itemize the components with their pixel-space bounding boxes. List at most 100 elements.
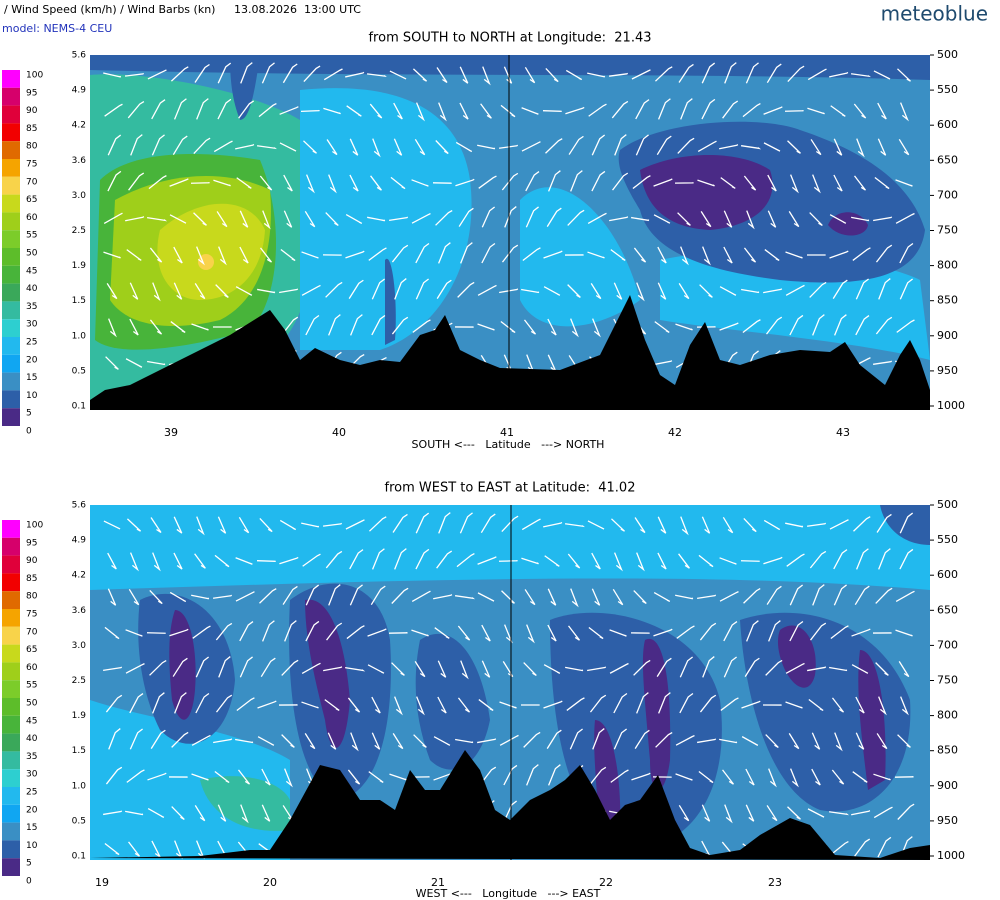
wind-barb	[125, 358, 143, 368]
wind-barb	[789, 584, 804, 606]
wind-barb	[301, 522, 320, 528]
wind-barb	[678, 804, 690, 822]
wind-barb	[614, 134, 627, 156]
wind-barb	[394, 548, 407, 570]
wind-barb	[128, 172, 145, 191]
wind-barb	[812, 174, 821, 194]
height-label: 5.6	[72, 51, 87, 61]
wind-barb	[433, 594, 453, 600]
wind-barb	[107, 134, 122, 156]
wind-barb	[545, 138, 563, 154]
wind-barb	[124, 72, 145, 77]
wind-barb	[301, 251, 319, 259]
wind-barb	[481, 206, 496, 228]
legend-swatch	[2, 319, 20, 337]
wind-barb	[152, 692, 165, 714]
wind-barb	[567, 553, 581, 569]
legend-swatch	[2, 141, 20, 159]
wind-barb	[194, 805, 206, 822]
wind-barb	[126, 769, 145, 783]
wind-barb	[239, 246, 249, 264]
wind-barb	[194, 553, 206, 569]
wind-barb	[149, 319, 163, 335]
x-label: 43	[836, 426, 850, 439]
wind-barb	[808, 699, 824, 712]
wind-barb	[592, 728, 605, 750]
wind-barb	[503, 764, 518, 786]
speed-contour	[90, 55, 930, 80]
wind-barb	[348, 279, 364, 299]
wind-barb	[612, 172, 629, 191]
wind-barb	[213, 738, 233, 744]
wind-barb	[105, 694, 123, 713]
wind-barb	[657, 516, 667, 534]
wind-barb	[653, 591, 671, 603]
wind-barb	[235, 286, 253, 296]
legend-swatch	[2, 70, 20, 88]
wind-barb	[173, 516, 183, 534]
wind-barb	[722, 100, 739, 119]
wind-barb	[785, 701, 803, 709]
wind-barb	[212, 594, 233, 599]
wind-barb	[809, 212, 823, 226]
wind-barb	[350, 314, 363, 336]
wind-barb	[523, 731, 541, 748]
wind-barb	[368, 771, 384, 783]
wind-barb	[326, 139, 338, 156]
height-label: 4.2	[72, 571, 86, 581]
legend-label: 55	[26, 681, 37, 691]
panel-title: from SOUTH to NORTH at Longitude: 21.43	[368, 31, 651, 46]
wind-barb	[763, 519, 781, 531]
wind-barb	[526, 764, 539, 786]
wind-barb	[235, 557, 253, 565]
height-label: 0.5	[72, 816, 86, 826]
legend-swatch	[2, 715, 20, 734]
legend-label: 15	[26, 373, 37, 383]
wind-barb	[437, 696, 447, 714]
wind-barb	[763, 106, 783, 115]
wind-barb	[525, 171, 540, 192]
wind-barb	[301, 701, 319, 709]
wind-barb	[633, 590, 647, 605]
wind-barb	[895, 212, 915, 224]
wind-barb	[281, 734, 295, 748]
wind-barb	[701, 516, 711, 534]
legend-label: 30	[26, 770, 38, 780]
wind-barb	[851, 628, 871, 637]
wind-barb	[829, 250, 849, 259]
legend-swatch	[2, 787, 20, 805]
wind-barb	[371, 732, 381, 750]
wind-barb	[324, 699, 340, 711]
legend-swatch	[2, 123, 20, 142]
wind-barb	[262, 620, 275, 642]
wind-barb	[438, 102, 447, 122]
wind-barb	[215, 622, 233, 641]
wind-barb	[674, 182, 694, 184]
wind-barb	[524, 589, 536, 606]
legend-label: 45	[26, 266, 37, 276]
wind-barb	[322, 254, 342, 256]
x-axis-label: SOUTH <--- Latitude ---> NORTH	[412, 438, 605, 451]
legend-swatch	[2, 390, 20, 409]
wind-barb	[150, 517, 162, 534]
wind-barb	[366, 73, 387, 78]
wind-barb	[304, 210, 316, 228]
legend-swatch	[2, 609, 20, 627]
wind-barb	[195, 692, 210, 714]
wind-barb	[168, 776, 188, 778]
wind-barb	[787, 140, 801, 154]
wind-barb	[328, 584, 341, 606]
wind-barb	[899, 548, 914, 570]
wind-barb	[345, 666, 366, 672]
wind-barb	[433, 736, 451, 746]
legend-label: 60	[26, 213, 38, 223]
wind-barb	[437, 660, 447, 678]
wind-barb	[719, 322, 739, 331]
wind-barb	[412, 319, 431, 333]
wind-barb	[656, 657, 672, 677]
wind-barb	[105, 356, 119, 370]
wind-barb	[724, 62, 737, 84]
wind-barb	[478, 175, 497, 189]
wind-barb	[126, 518, 142, 532]
legend-label: 5	[26, 409, 32, 419]
